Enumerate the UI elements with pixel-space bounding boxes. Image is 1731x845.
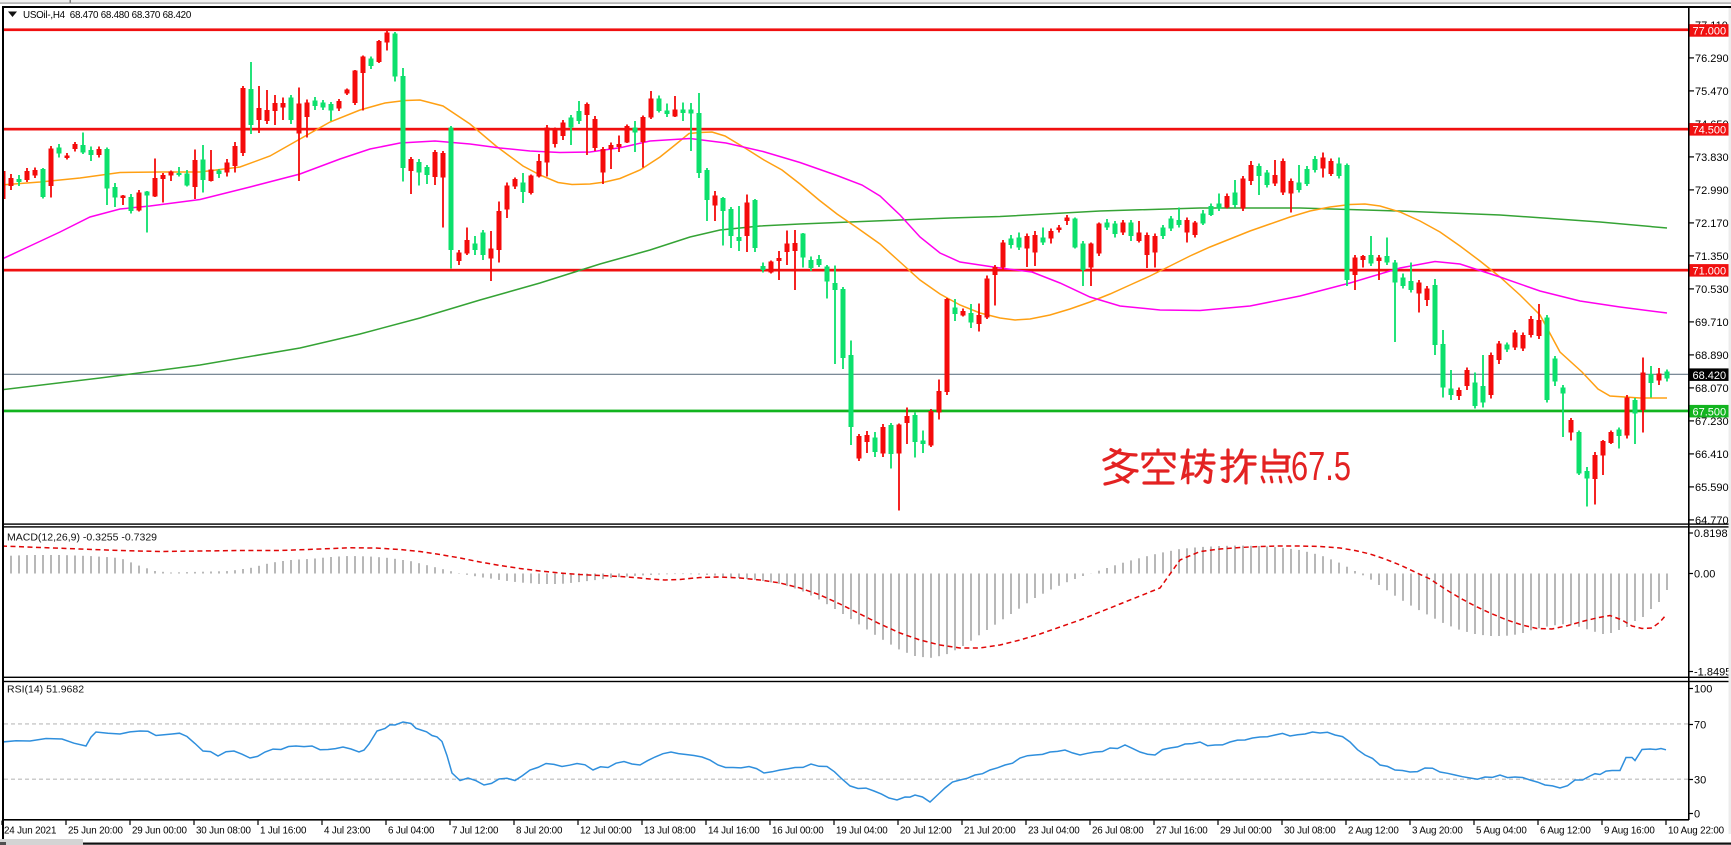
svg-text:14 Jul 16:00: 14 Jul 16:00 xyxy=(708,826,760,837)
svg-text:MACD(12,26,9) -0.3255 -0.7329: MACD(12,26,9) -0.3255 -0.7329 xyxy=(7,532,157,544)
svg-text:2 Aug 12:00: 2 Aug 12:00 xyxy=(1348,826,1399,837)
svg-text:69.710: 69.710 xyxy=(1695,317,1729,329)
svg-text:10 Aug 22:00: 10 Aug 22:00 xyxy=(1668,826,1725,837)
svg-text:16 Jul 00:00: 16 Jul 00:00 xyxy=(772,826,824,837)
svg-text:25 Jun 20:00: 25 Jun 20:00 xyxy=(68,826,124,837)
svg-text:23 Jul 04:00: 23 Jul 04:00 xyxy=(1028,826,1080,837)
svg-text:8 Jul 20:00: 8 Jul 20:00 xyxy=(516,826,563,837)
svg-text:3 Aug 20:00: 3 Aug 20:00 xyxy=(1412,826,1463,837)
svg-text:67.5: 67.5 xyxy=(1291,443,1351,489)
svg-text:27 Jul 16:00: 27 Jul 16:00 xyxy=(1156,826,1208,837)
svg-text:77.000: 77.000 xyxy=(1693,26,1727,38)
svg-text:67.500: 67.500 xyxy=(1693,406,1727,418)
svg-text:70.530: 70.530 xyxy=(1695,284,1729,296)
svg-text:7 Jul 12:00: 7 Jul 12:00 xyxy=(452,826,499,837)
svg-text:0.00: 0.00 xyxy=(1694,569,1715,581)
svg-text:64.770: 64.770 xyxy=(1695,515,1729,527)
svg-text:30 Jul 08:00: 30 Jul 08:00 xyxy=(1284,826,1336,837)
svg-text:68.070: 68.070 xyxy=(1695,383,1729,395)
svg-text:72.170: 72.170 xyxy=(1695,218,1729,230)
svg-text:-1.8495: -1.8495 xyxy=(1694,667,1731,679)
svg-text:68.890: 68.890 xyxy=(1695,350,1729,362)
svg-text:4 Jul 23:00: 4 Jul 23:00 xyxy=(324,826,371,837)
svg-text:RSI(14) 51.9682: RSI(14) 51.9682 xyxy=(7,684,84,696)
svg-text:100: 100 xyxy=(1694,684,1712,696)
svg-text:26 Jul 08:00: 26 Jul 08:00 xyxy=(1092,826,1144,837)
svg-text:75.470: 75.470 xyxy=(1695,86,1729,98)
svg-text:68.420: 68.420 xyxy=(1693,370,1727,382)
svg-text:6 Aug 12:00: 6 Aug 12:00 xyxy=(1540,826,1591,837)
svg-text:65.590: 65.590 xyxy=(1695,482,1729,494)
svg-text:72.990: 72.990 xyxy=(1695,185,1729,197)
svg-text:73.830: 73.830 xyxy=(1695,152,1729,164)
svg-text:13 Jul 08:00: 13 Jul 08:00 xyxy=(644,826,696,837)
svg-text:21 Jul 20:00: 21 Jul 20:00 xyxy=(964,826,1016,837)
svg-text:30: 30 xyxy=(1694,775,1706,787)
svg-text:1 Jul 16:00: 1 Jul 16:00 xyxy=(260,826,307,837)
svg-text:20 Jul 12:00: 20 Jul 12:00 xyxy=(900,826,952,837)
svg-text:USOil-,H4 68.470 68.480 68.37: USOil-,H4 68.470 68.480 68.370 68.420 xyxy=(23,10,192,21)
svg-text:0: 0 xyxy=(1694,809,1700,821)
svg-text:5 Aug 04:00: 5 Aug 04:00 xyxy=(1476,826,1527,837)
svg-text:24 Jun 2021: 24 Jun 2021 xyxy=(4,826,56,837)
svg-text:70: 70 xyxy=(1694,720,1706,732)
svg-text:30 Jun 08:00: 30 Jun 08:00 xyxy=(196,826,252,837)
svg-text:71.000: 71.000 xyxy=(1693,266,1727,278)
svg-text:71.350: 71.350 xyxy=(1695,251,1729,263)
svg-text:29 Jul 00:00: 29 Jul 00:00 xyxy=(1220,826,1272,837)
svg-text:6 Jul 04:00: 6 Jul 04:00 xyxy=(388,826,435,837)
svg-text:12 Jul 00:00: 12 Jul 00:00 xyxy=(580,826,632,837)
svg-text:19 Jul 04:00: 19 Jul 04:00 xyxy=(836,826,888,837)
svg-text:74.500: 74.500 xyxy=(1693,125,1727,137)
svg-text:76.290: 76.290 xyxy=(1695,53,1729,65)
svg-text:9 Aug 16:00: 9 Aug 16:00 xyxy=(1604,826,1655,837)
svg-text:67.230: 67.230 xyxy=(1695,416,1729,428)
svg-text:66.410: 66.410 xyxy=(1695,449,1729,461)
svg-text:29 Jun 00:00: 29 Jun 00:00 xyxy=(132,826,188,837)
svg-text:0.8198: 0.8198 xyxy=(1694,528,1728,540)
